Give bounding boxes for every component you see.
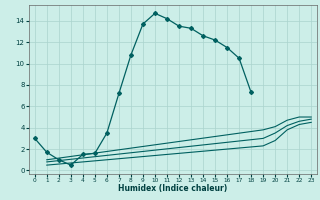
X-axis label: Humidex (Indice chaleur): Humidex (Indice chaleur) (118, 184, 228, 193)
